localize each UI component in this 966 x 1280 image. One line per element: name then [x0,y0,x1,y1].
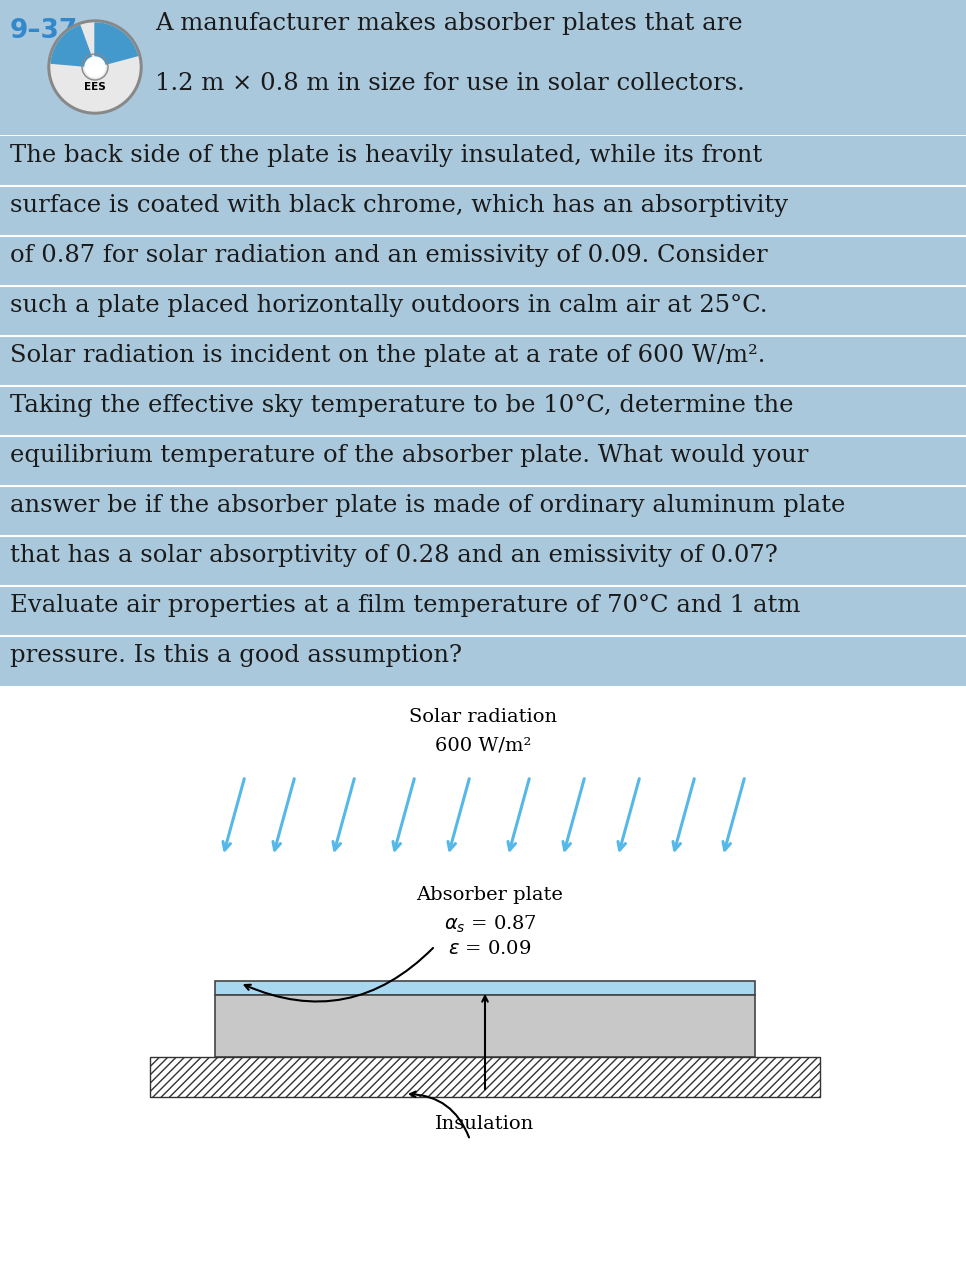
Polygon shape [51,26,95,67]
Text: equilibrium temperature of the absorber plate. What would your: equilibrium temperature of the absorber … [10,444,809,467]
Text: EES: EES [84,82,106,92]
Polygon shape [95,23,137,67]
Text: The back side of the plate is heavily insulated, while its front: The back side of the plate is heavily in… [10,143,762,166]
Circle shape [48,20,142,114]
Bar [0,136,966,686]
Text: Solar radiation: Solar radiation [409,708,557,726]
Text: $\varepsilon$ = 0.09: $\varepsilon$ = 0.09 [448,940,531,957]
Text: pressure. Is this a good assumption?: pressure. Is this a good assumption? [10,644,462,667]
Bar [0,686,966,1280]
Text: that has a solar absorptivity of 0.28 and an emissivity of 0.07?: that has a solar absorptivity of 0.28 an… [10,544,778,567]
Text: answer be if the absorber plate is made of ordinary aluminum plate: answer be if the absorber plate is made … [10,494,845,517]
Text: Insulation: Insulation [436,1115,534,1133]
Text: 600 W/m²: 600 W/m² [435,736,531,754]
Circle shape [51,23,139,111]
Bar [150,1057,820,1097]
Text: 9–37: 9–37 [10,18,78,44]
Circle shape [85,58,105,77]
Text: $\alpha_s$ = 0.87: $\alpha_s$ = 0.87 [443,914,536,936]
Bar [215,995,755,1057]
Text: Solar radiation is incident on the plate at a rate of 600 W/m².: Solar radiation is incident on the plate… [10,344,765,367]
Text: Evaluate air properties at a film temperature of 70°C and 1 atm: Evaluate air properties at a film temper… [10,594,801,617]
Text: surface is coated with black chrome, which has an absorptivity: surface is coated with black chrome, whi… [10,195,788,218]
Text: Absorber plate: Absorber plate [416,886,563,904]
Text: Taking the effective sky temperature to be 10°C, determine the: Taking the effective sky temperature to … [10,394,793,417]
Text: of 0.87 for solar radiation and an emissivity of 0.09. Consider: of 0.87 for solar radiation and an emiss… [10,244,768,268]
Text: such a plate placed horizontally outdoors in calm air at 25°C.: such a plate placed horizontally outdoor… [10,294,768,317]
Text: 1.2 m × 0.8 m in size for use in solar collectors.: 1.2 m × 0.8 m in size for use in solar c… [155,72,745,95]
Bar [150,1057,820,1097]
Bar [215,980,755,995]
Text: A manufacturer makes absorber plates that are: A manufacturer makes absorber plates tha… [155,12,743,35]
Bar [0,0,966,134]
